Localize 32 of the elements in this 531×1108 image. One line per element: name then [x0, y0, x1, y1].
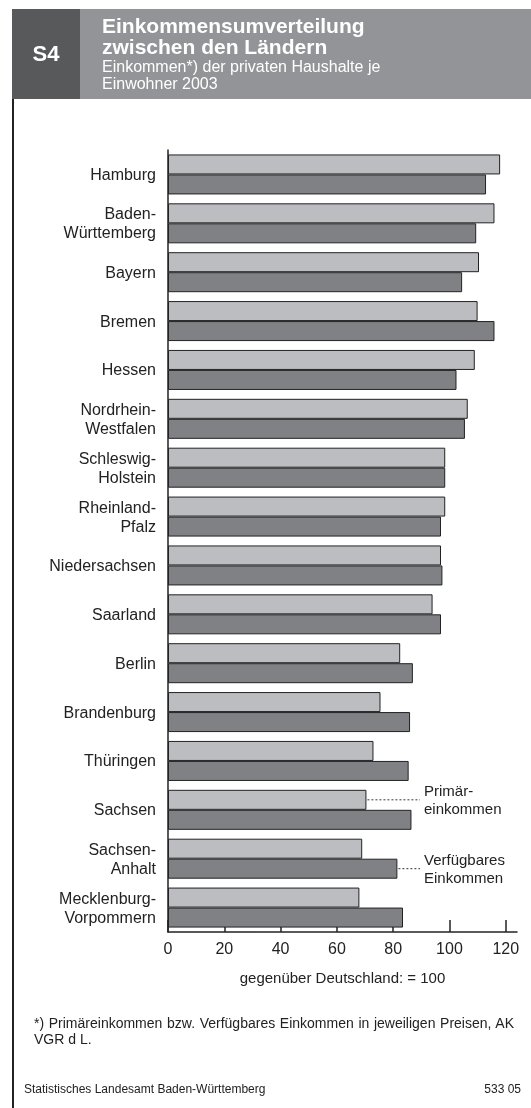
text: 533 05	[484, 1082, 521, 1096]
y-tick-label: Saarland	[91, 605, 156, 623]
x-tick-label: 40	[271, 939, 290, 957]
x-tick-label: 120	[492, 939, 520, 957]
y-tick-label: Schleswig- Holstein	[78, 449, 156, 486]
y-tick-label: Bayern	[105, 263, 156, 281]
y-tick-label: Hessen	[101, 361, 156, 379]
x-tick-label: 0	[163, 939, 173, 957]
x-tick-label: 60	[327, 939, 346, 957]
series-label: Verfügbares Einkommen	[424, 851, 505, 887]
x-axis-title: gegenüber Deutschland: = 100	[239, 969, 446, 986]
y-tick-label: Berlin	[115, 654, 156, 672]
y-tick-label: Mecklenburg- Vorpommern	[59, 889, 156, 926]
y-tick-label: Bremen	[99, 312, 156, 330]
x-tick-label: 80	[384, 939, 403, 957]
y-tick-label: Thüringen	[83, 752, 156, 770]
chart-title: Einkommensumverteilung zwischen den Ländern	[102, 14, 366, 58]
text: S4	[12, 9, 80, 99]
x-tick-label: 20	[215, 939, 234, 957]
y-tick-label: Brandenburg	[63, 703, 156, 721]
y-tick-label: Niedersachsen	[49, 556, 156, 574]
y-tick-label: Hamburg	[90, 165, 156, 183]
text: Statistisches Landesamt Baden-Württemberg	[24, 1082, 266, 1096]
y-tick-label: Sachsen	[93, 801, 156, 819]
y-tick-label: Sachsen- Anhalt	[88, 840, 157, 877]
chart-subtitle: Einkommen*) der privaten Haushalte je Einwohner 2003	[102, 58, 382, 92]
text: Primär- einkommen	[424, 782, 502, 818]
text: *) Primäreinkommen bzw. Verfügbares Einkommen in jeweiligen Preisen, AK VGR d L.	[34, 1015, 514, 1047]
y-tick-label: Baden- Württemberg	[63, 205, 156, 242]
x-tick-label: 100	[436, 939, 463, 957]
y-tick-label: Rheinland- Pfalz	[78, 498, 156, 535]
y-tick-label: Nordrhein- Westfalen	[80, 400, 156, 437]
